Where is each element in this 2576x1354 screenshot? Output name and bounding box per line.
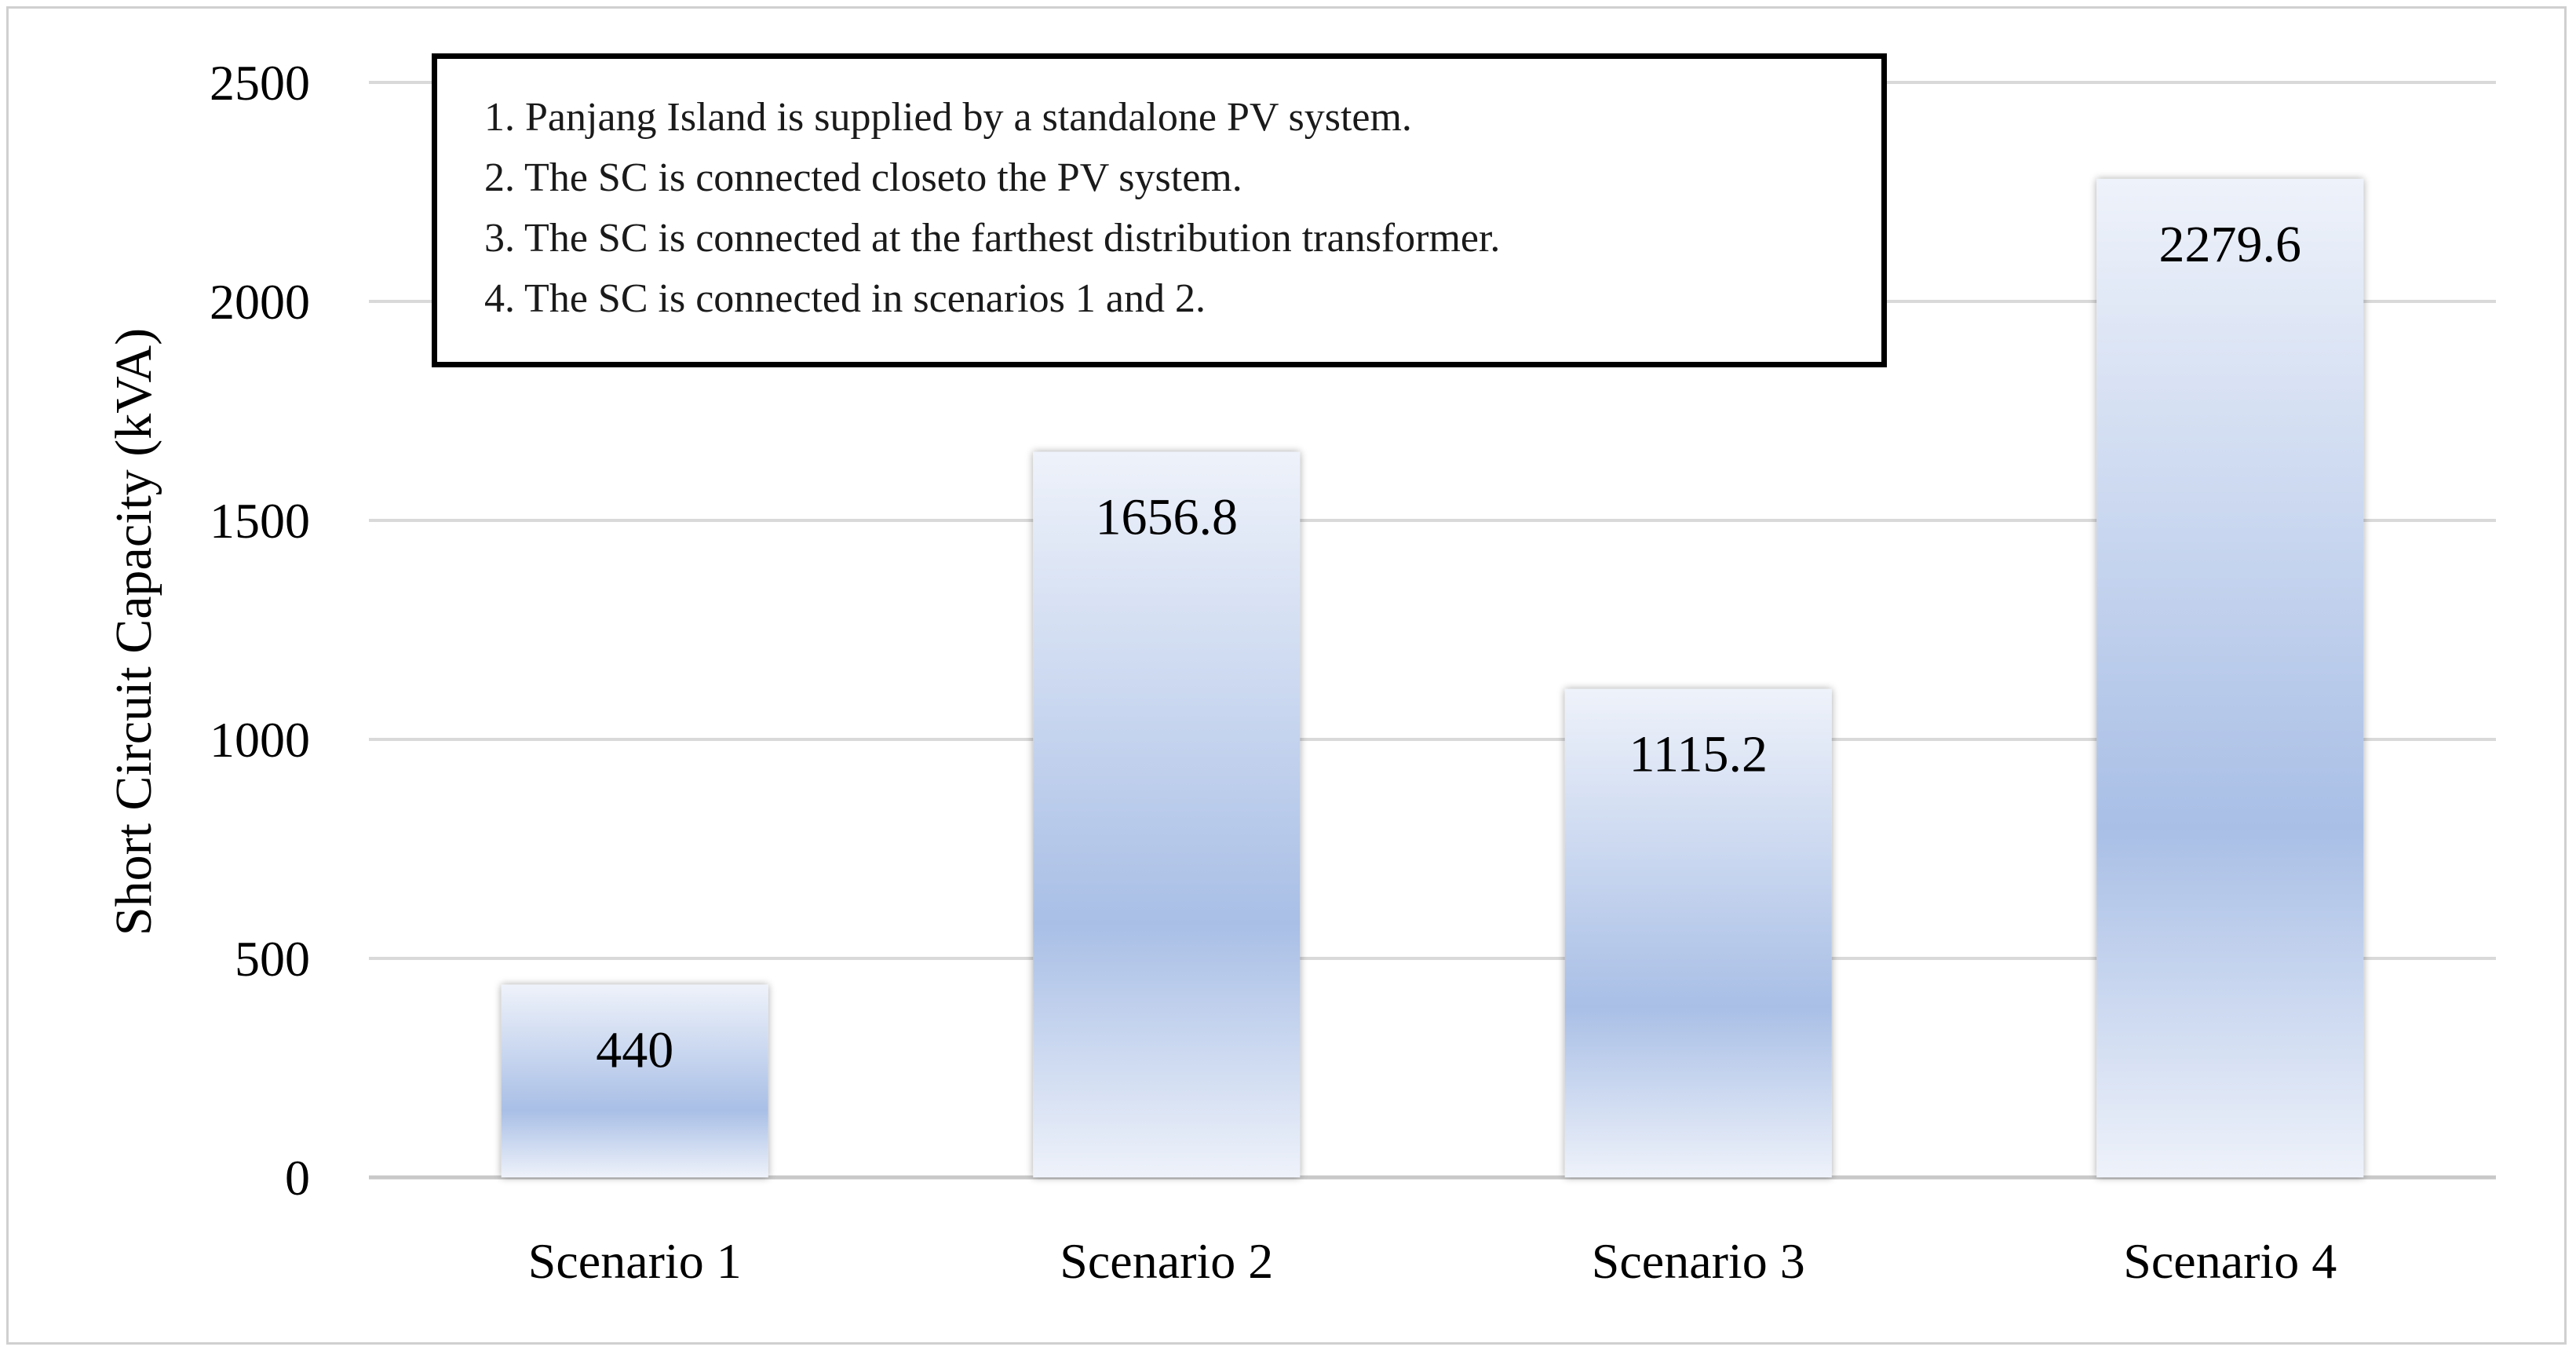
scenario-notes-box: 1. Panjang Island is supplied by a stand… xyxy=(432,53,1887,367)
x-category-label-4: Scenario 4 xyxy=(2123,1233,2337,1289)
bar-2 xyxy=(1033,451,1301,1177)
y-tick-label: 1500 xyxy=(210,493,310,549)
labels: 0 500 1000 1500 2000 2500 440 Scenario 1 1656.8 S… xyxy=(210,55,2337,1289)
scenario-note-4: 4. The SC is connected in scenarios 1 an… xyxy=(484,276,1206,321)
x-category-label-3: Scenario 3 xyxy=(1592,1233,1805,1289)
y-tick-label: 2500 xyxy=(210,55,310,111)
y-axis-title: Short Circuit Capacity (kVA) xyxy=(105,328,162,936)
bar-3 xyxy=(1564,688,1832,1177)
data-label-4: 2279.6 xyxy=(2159,216,2302,273)
y-tick-label: 500 xyxy=(235,931,310,987)
bar-4 xyxy=(2096,178,2364,1178)
x-category-label-2: Scenario 2 xyxy=(1060,1233,1273,1289)
data-label-3: 1115.2 xyxy=(1629,726,1768,783)
bars xyxy=(501,178,2364,1178)
data-label-2: 1656.8 xyxy=(1096,489,1239,546)
bar-1 xyxy=(501,984,768,1177)
x-category-label-1: Scenario 1 xyxy=(528,1233,742,1289)
y-tick-label: 0 xyxy=(285,1150,310,1206)
scenario-note-2: 2. The SC is connected closeto the PV sy… xyxy=(484,155,1242,200)
scenario-note-3: 3. The SC is connected at the farthest d… xyxy=(484,216,1501,261)
scenario-note-1: 1. Panjang Island is supplied by a stand… xyxy=(484,95,1412,140)
data-label-1: 440 xyxy=(596,1021,673,1078)
y-tick-label: 2000 xyxy=(210,274,310,330)
y-tick-label: 1000 xyxy=(210,712,310,768)
